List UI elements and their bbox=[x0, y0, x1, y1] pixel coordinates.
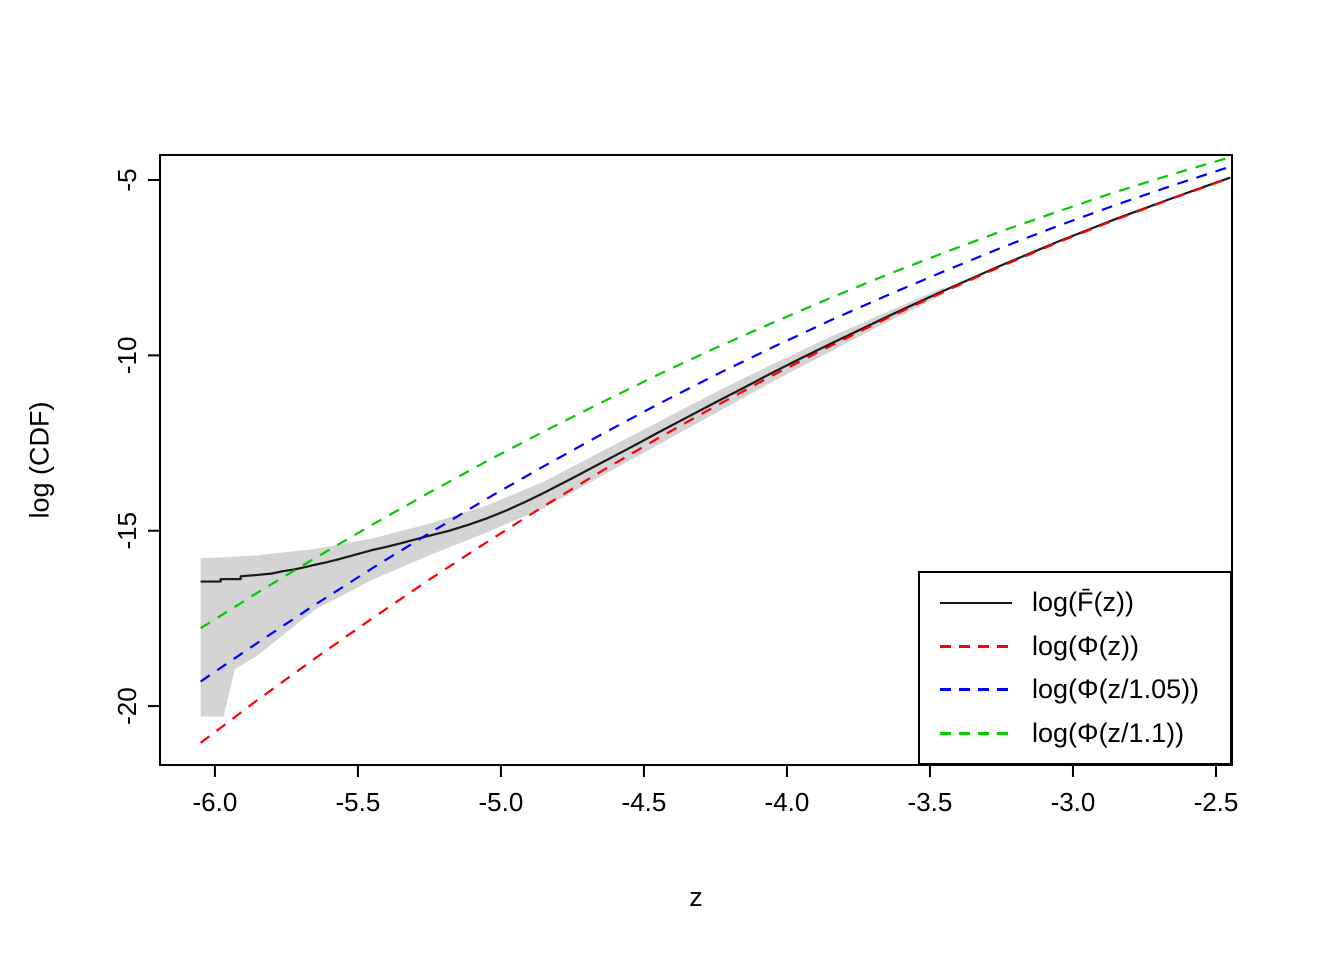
legend-entry-empirical: log(F̄(z)) bbox=[920, 587, 1230, 618]
x-tick-label: -5.5 bbox=[336, 787, 381, 817]
x-tick-label: -4.0 bbox=[765, 787, 810, 817]
confidence-band bbox=[200, 286, 945, 717]
y-axis-title: log (CDF) bbox=[24, 401, 55, 519]
legend-label-phi-1-1: log(Φ(z/1.1)) bbox=[1032, 717, 1185, 748]
series-line-3 bbox=[200, 156, 1231, 630]
legend-line-sample-phi-1-1 bbox=[940, 731, 1012, 735]
legend-entry-phi: log(Φ(z)) bbox=[920, 631, 1230, 662]
x-tick-label: -3.0 bbox=[1051, 787, 1096, 817]
y-tick-label: -20 bbox=[112, 687, 142, 725]
x-tick-label: -6.0 bbox=[193, 787, 238, 817]
x-tick-label: -4.5 bbox=[622, 787, 667, 817]
plot-border bbox=[159, 154, 1233, 766]
y-tick-label: -5 bbox=[112, 168, 142, 191]
legend-entry-phi-1-1: log(Φ(z/1.1)) bbox=[920, 718, 1230, 749]
y-tick-label: -15 bbox=[112, 512, 142, 550]
legend-label-phi-1-05: log(Φ(z/1.05)) bbox=[1032, 674, 1200, 705]
legend-box: log(F̄(z)) log(Φ(z)) log(Φ(z/1.05)) log(… bbox=[918, 571, 1232, 765]
x-tick-label: -2.5 bbox=[1194, 787, 1239, 817]
legend-line-sample-phi-1-05 bbox=[940, 688, 1012, 692]
x-tick-label: -3.5 bbox=[908, 787, 953, 817]
x-tick-label: -5.0 bbox=[479, 787, 524, 817]
legend-line-sample-phi bbox=[940, 644, 1012, 648]
legend-line-sample-empirical bbox=[940, 601, 1012, 604]
x-axis-title: z bbox=[689, 882, 703, 912]
series-line-2 bbox=[199, 165, 1231, 683]
series-line-0 bbox=[200, 176, 1231, 583]
legend-label-empirical: log(F̄(z)) bbox=[1032, 587, 1134, 618]
legend-entry-phi-1-05: log(Φ(z/1.05)) bbox=[920, 674, 1230, 705]
legend-label-phi: log(Φ(z)) bbox=[1032, 630, 1140, 661]
y-tick-label: -10 bbox=[112, 337, 142, 375]
